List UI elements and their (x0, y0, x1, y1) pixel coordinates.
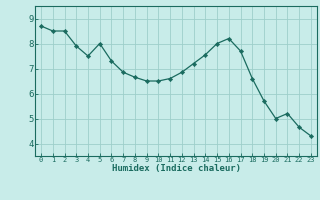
X-axis label: Humidex (Indice chaleur): Humidex (Indice chaleur) (111, 164, 241, 173)
